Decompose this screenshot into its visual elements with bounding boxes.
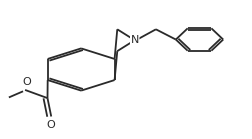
Text: O: O xyxy=(22,77,31,87)
Text: N: N xyxy=(131,35,139,45)
Text: O: O xyxy=(47,120,56,130)
